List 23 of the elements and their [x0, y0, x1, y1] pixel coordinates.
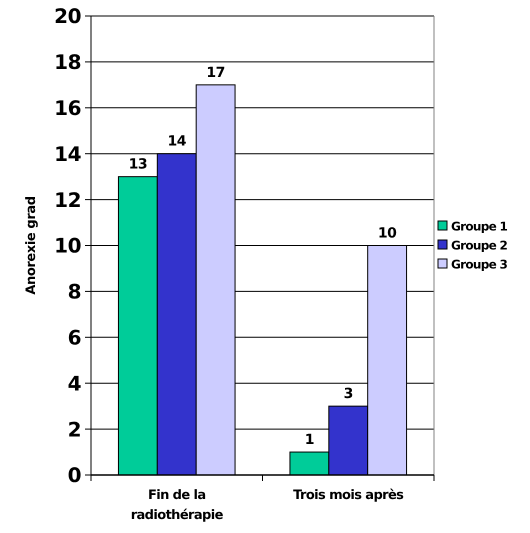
legend-label: Groupe 2	[451, 238, 508, 252]
y-tick-label: 4	[68, 371, 81, 396]
y-tick-label: 18	[54, 50, 81, 74]
data-label: 1	[304, 432, 314, 448]
data-label: 14	[168, 134, 187, 150]
y-tick-label: 20	[54, 4, 81, 28]
y-tick-label: 14	[54, 142, 81, 166]
y-tick-label: 10	[54, 234, 81, 258]
legend-label: Groupe 1	[451, 219, 508, 234]
y-tick-label: 2	[68, 417, 81, 442]
data-label: 10	[378, 226, 398, 242]
y-tick-label: 12	[54, 188, 81, 212]
y-axis-title: Anorexie grad	[24, 196, 39, 295]
x-tick-label: Trois mois après	[293, 488, 404, 503]
y-tick-label: 16	[54, 96, 81, 120]
legend-label: Groupe 3	[451, 257, 508, 272]
data-label: 17	[206, 64, 225, 81]
data-label: 13	[128, 156, 148, 173]
data-label: 3	[344, 386, 353, 402]
y-tick-label: 6	[68, 326, 81, 350]
y-tick-label: 0	[68, 463, 81, 488]
y-tick-label: 8	[68, 280, 81, 304]
x-tick-label: Fin de la radiothérapie	[130, 488, 224, 523]
